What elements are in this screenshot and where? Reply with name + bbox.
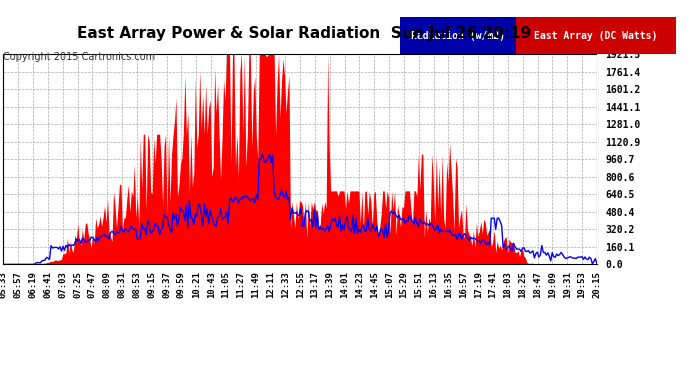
- Text: 16:57: 16:57: [459, 272, 468, 298]
- Text: 16:35: 16:35: [444, 272, 453, 298]
- Text: 09:59: 09:59: [177, 272, 186, 298]
- Text: 18:25: 18:25: [518, 272, 527, 298]
- Text: 08:09: 08:09: [103, 272, 112, 298]
- Text: 05:33: 05:33: [0, 272, 8, 298]
- Text: 19:09: 19:09: [548, 272, 557, 298]
- Text: 19:31: 19:31: [562, 272, 572, 298]
- Text: 14:23: 14:23: [355, 272, 364, 298]
- Text: 12:55: 12:55: [295, 272, 305, 298]
- Text: East Array Power & Solar Radiation  Sun Jul 26 20:19: East Array Power & Solar Radiation Sun J…: [77, 26, 531, 41]
- Text: 14:01: 14:01: [340, 272, 349, 298]
- Text: East Array (DC Watts): East Array (DC Watts): [535, 31, 658, 40]
- Text: 09:37: 09:37: [162, 272, 171, 298]
- Bar: [516, 17, 676, 54]
- Text: 06:41: 06:41: [43, 272, 52, 298]
- Text: 17:41: 17:41: [489, 272, 497, 298]
- Text: 07:25: 07:25: [73, 272, 82, 298]
- Text: 09:15: 09:15: [147, 272, 157, 298]
- Text: 05:57: 05:57: [14, 272, 23, 298]
- Text: 13:17: 13:17: [310, 272, 319, 298]
- Text: 07:03: 07:03: [58, 272, 68, 298]
- Text: 15:29: 15:29: [400, 272, 408, 298]
- Bar: [400, 17, 516, 54]
- Text: 10:43: 10:43: [206, 272, 216, 298]
- Text: 15:51: 15:51: [414, 272, 424, 298]
- Text: 08:31: 08:31: [117, 272, 127, 298]
- Text: 19:53: 19:53: [578, 272, 586, 298]
- Text: 16:13: 16:13: [429, 272, 438, 298]
- Text: Radiation (w/m2): Radiation (w/m2): [411, 31, 505, 40]
- Text: 08:53: 08:53: [132, 272, 141, 298]
- Text: 10:21: 10:21: [192, 272, 201, 298]
- Text: 17:19: 17:19: [473, 272, 483, 298]
- Text: 18:47: 18:47: [533, 272, 542, 298]
- Text: 14:45: 14:45: [370, 272, 379, 298]
- Text: Copyright 2015 Cartronics.com: Copyright 2015 Cartronics.com: [3, 53, 155, 63]
- Text: 12:11: 12:11: [266, 272, 275, 298]
- Text: 07:47: 07:47: [88, 272, 97, 298]
- Text: 06:19: 06:19: [28, 272, 38, 298]
- Text: 18:03: 18:03: [503, 272, 513, 298]
- Text: 20:15: 20:15: [592, 272, 602, 298]
- Text: 11:27: 11:27: [236, 272, 246, 298]
- Text: 15:07: 15:07: [384, 272, 394, 298]
- Text: 13:39: 13:39: [325, 272, 335, 298]
- Text: 12:33: 12:33: [281, 272, 290, 298]
- Text: 11:49: 11:49: [251, 272, 260, 298]
- Text: 11:05: 11:05: [221, 272, 230, 298]
